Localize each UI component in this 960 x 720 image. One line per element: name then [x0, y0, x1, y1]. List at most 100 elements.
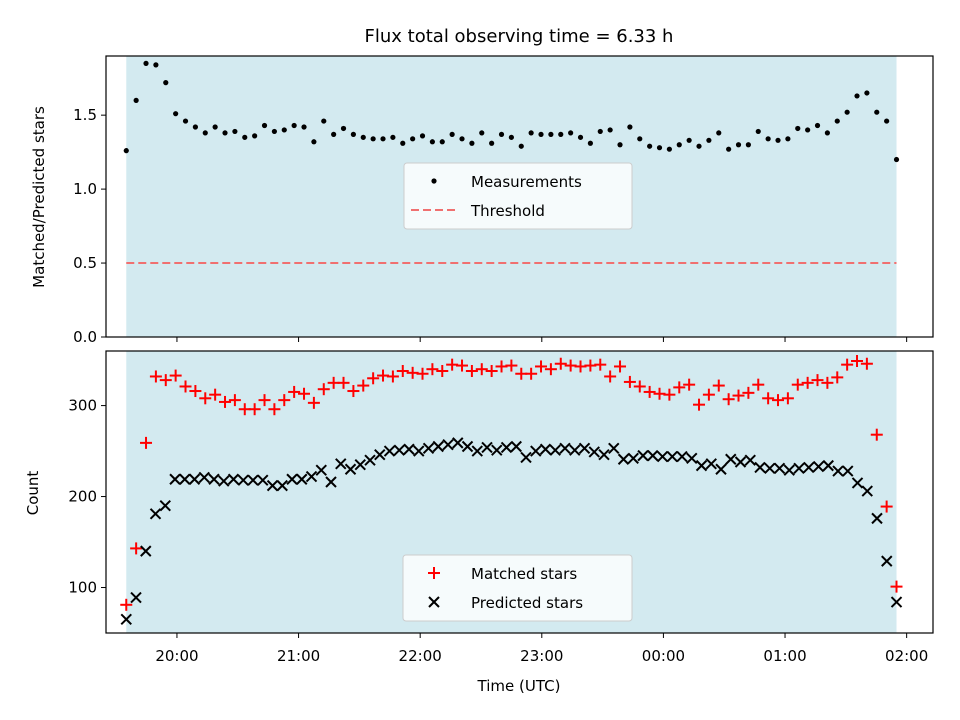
matched-point	[663, 388, 676, 401]
predicted-point	[705, 458, 717, 470]
measurement-point	[518, 143, 524, 149]
matched-point	[860, 357, 873, 370]
predicted-point	[783, 464, 795, 476]
predicted-point	[120, 613, 132, 626]
measurement-point	[617, 142, 623, 148]
measurement-point	[538, 131, 544, 137]
measurement-point	[893, 156, 900, 163]
matched-point	[525, 367, 538, 380]
measurement-point	[824, 130, 830, 136]
matched-point	[298, 387, 311, 400]
matched-point	[416, 367, 429, 380]
measurement-point	[163, 80, 169, 86]
matched-point	[772, 394, 785, 407]
top-x-ticks	[176, 337, 908, 342]
matched-point	[396, 365, 409, 378]
matched-point	[317, 383, 330, 396]
predicted-point	[237, 474, 249, 486]
predicted-point	[296, 473, 308, 485]
predicted-point	[169, 473, 181, 485]
matched-point	[841, 358, 854, 371]
matched-point	[465, 365, 478, 378]
predicted-point	[198, 471, 210, 484]
measurement-point	[568, 130, 574, 136]
predicted-point	[861, 485, 873, 497]
matched-point	[752, 378, 765, 391]
matched-point	[169, 369, 182, 382]
matched-point	[367, 372, 380, 385]
matched-point	[890, 580, 903, 593]
measurement-point	[785, 136, 791, 142]
measurement-point	[380, 136, 386, 142]
matched-point	[307, 396, 320, 409]
measurement-point	[647, 143, 653, 149]
predicted-point	[676, 450, 688, 463]
predicted-point	[403, 443, 415, 455]
measurement-point	[637, 136, 643, 142]
measurement-point	[587, 140, 593, 146]
matched-point	[722, 393, 735, 406]
matched-point	[456, 359, 469, 372]
predicted-point	[257, 474, 269, 486]
measurement-point	[370, 136, 376, 142]
predicted-point	[130, 591, 142, 604]
measurement-point	[202, 130, 208, 136]
legend-matched-label: Matched stars	[471, 565, 577, 583]
matched-point	[149, 370, 162, 383]
matched-point	[268, 403, 281, 416]
measurement-point	[222, 130, 228, 136]
predicted-point	[432, 440, 444, 453]
matched-point	[544, 363, 557, 376]
measurement-point	[252, 133, 258, 139]
measurement-point	[350, 131, 356, 137]
predicted-point	[647, 449, 659, 462]
measurement-point	[775, 137, 781, 143]
predicted-point	[520, 451, 532, 464]
predicted-point	[344, 463, 357, 475]
predicted-point	[227, 473, 240, 485]
matched-point	[199, 392, 212, 405]
measurement-point	[666, 146, 672, 152]
matched-point	[870, 428, 883, 441]
x-tick-label: 01:00	[763, 647, 806, 665]
x-tick-label: 22:00	[399, 647, 442, 665]
matched-point	[159, 374, 172, 387]
measurement-point	[261, 122, 268, 129]
measurement-point	[696, 143, 702, 149]
predicted-point	[442, 438, 454, 451]
measurement-point	[755, 128, 761, 135]
measurement-point	[133, 97, 139, 103]
matched-point	[278, 394, 291, 407]
predicted-point	[851, 477, 864, 489]
matched-point	[801, 376, 814, 389]
predicted-point	[608, 442, 620, 455]
legend-matched-marker	[428, 567, 440, 579]
matched-point	[337, 376, 350, 389]
measurement-point	[686, 137, 692, 143]
matched-point	[485, 365, 498, 378]
measurement-point	[439, 139, 445, 145]
measurement-point	[321, 118, 327, 124]
matched-point	[712, 379, 725, 392]
predicted-point	[871, 512, 883, 525]
y-tick-label: 300	[68, 397, 97, 415]
measurement-point	[726, 146, 732, 152]
predicted-point	[539, 443, 552, 455]
predicted-point	[413, 445, 425, 457]
measurement-point	[410, 136, 416, 142]
predicted-point	[149, 508, 162, 520]
x-tick-label: 23:00	[520, 647, 563, 665]
predicted-point	[374, 448, 386, 461]
predicted-point	[890, 596, 903, 608]
y-tick-label: 0.5	[73, 254, 97, 272]
measurement-point	[864, 90, 870, 96]
predicted-point	[686, 452, 698, 465]
predicted-point	[744, 454, 756, 466]
predicted-point	[559, 442, 571, 455]
predicted-point	[598, 448, 610, 461]
bottom-legend: Matched stars Predicted stars	[402, 554, 633, 622]
matched-point	[693, 398, 706, 411]
measurement-point	[676, 142, 682, 148]
measurement-point	[212, 124, 218, 130]
